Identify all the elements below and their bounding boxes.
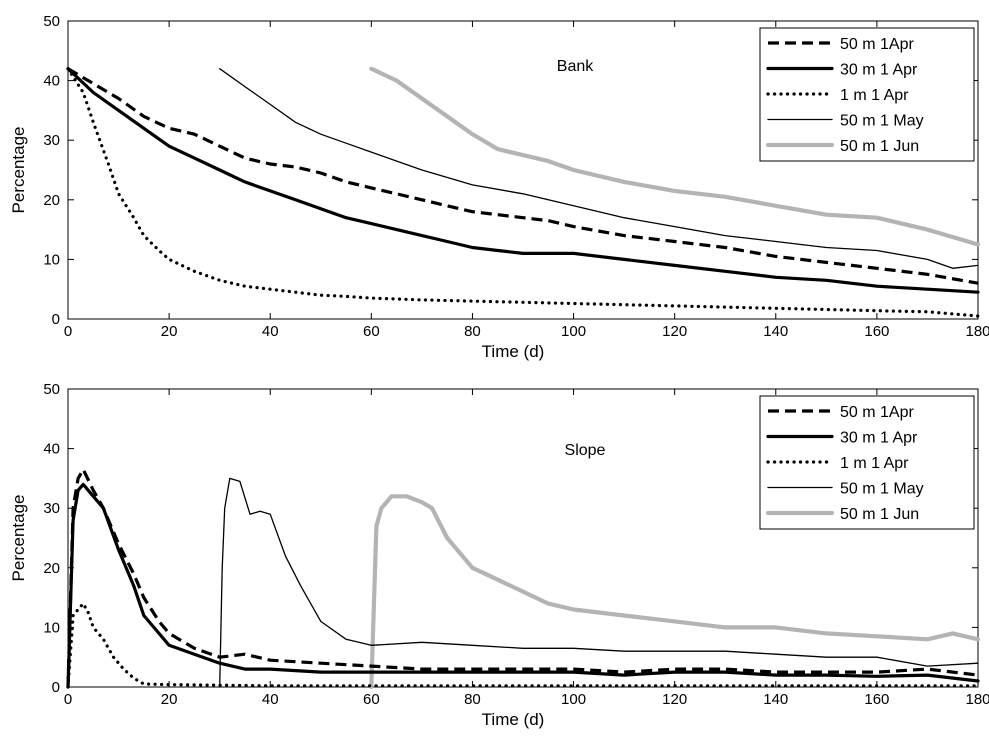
series-line-50-m-1-may	[219, 477, 979, 688]
y-tick-label: 30	[43, 500, 60, 517]
legend: 50 m 1Apr 30 m 1 Apr 1 m 1 Apr 50 m 1 May 50…	[759, 27, 975, 162]
y-tick-label: 0	[52, 679, 60, 696]
legend-label: 1 m 1 Apr	[840, 455, 909, 472]
x-tick-label: 60	[363, 323, 380, 340]
y-tick-label: 20	[43, 560, 60, 577]
x-tick-label: 140	[763, 691, 788, 708]
legend-label: 50 m 1 May	[840, 113, 924, 130]
legend-label: 1 m 1 Apr	[840, 87, 909, 104]
y-tick-label: 20	[43, 192, 60, 209]
y-tick-label: 40	[43, 73, 60, 90]
x-tick-label: 160	[864, 323, 889, 340]
legend-label: 50 m 1Apr	[840, 36, 914, 53]
y-tick-label: 30	[43, 132, 60, 149]
x-axis-label: Time (d)	[482, 710, 545, 729]
x-tick-label: 160	[864, 691, 889, 708]
legend-box	[759, 27, 975, 162]
x-tick-label: 20	[161, 323, 178, 340]
y-tick-label: 0	[52, 311, 60, 328]
y-axis-label: Percentage	[9, 127, 28, 214]
y-tick-label: 40	[43, 441, 60, 458]
y-tick-label: 10	[43, 619, 60, 636]
series-line-50-m-1-jun	[369, 66, 981, 247]
legend-label: 30 m 1 Apr	[840, 430, 918, 447]
x-tick-label: 180	[965, 691, 989, 708]
chart-panel-slope: 0 20 40 60 80 100 120 140 160 180 0 10 20 30 40 50 Time …	[9, 381, 989, 729]
series-line-1-m-1-apr	[66, 67, 980, 318]
panel-annotation: Bank	[557, 58, 594, 75]
x-tick-label: 80	[464, 323, 481, 340]
x-tick-label: 100	[561, 691, 586, 708]
x-tick-label: 40	[262, 691, 279, 708]
x-tick-label: 60	[363, 691, 380, 708]
y-tick-label: 10	[43, 251, 60, 268]
legend-label: 30 m 1 Apr	[840, 62, 918, 79]
x-tick-label: 180	[965, 323, 989, 340]
y-tick-label: 50	[43, 381, 60, 398]
x-tick-label: 140	[763, 323, 788, 340]
x-tick-label: 100	[561, 323, 586, 340]
series-line-50-m-1-jun	[369, 494, 981, 690]
y-axis-label: Percentage	[9, 495, 28, 582]
legend-label: 50 m 1 May	[840, 481, 924, 498]
y-tick-label: 50	[43, 13, 60, 30]
chart-panel-bank: 0 20 40 60 80 100 120 140 160 180 0 10 20 30 40 50 Time …	[9, 13, 989, 361]
panel-annotation: Slope	[565, 442, 606, 459]
x-axis-label: Time (d)	[482, 342, 545, 361]
series-line-50-m-1-may	[219, 68, 979, 269]
x-tick-label: 120	[662, 323, 687, 340]
series-line-30-m-1-apr	[66, 67, 980, 294]
legend-box	[759, 395, 975, 530]
series-line-30-m-1-apr	[66, 482, 980, 689]
x-tick-label: 40	[262, 323, 279, 340]
legend-label: 50 m 1 Jun	[840, 138, 919, 155]
x-tick-label: 120	[662, 691, 687, 708]
x-tick-label: 80	[464, 691, 481, 708]
legend-label: 50 m 1 Jun	[840, 506, 919, 523]
x-tick-label: 20	[161, 691, 178, 708]
series-line-50-m-1apr	[67, 67, 979, 285]
series-line-1-m-1-apr	[66, 601, 980, 689]
legend-label: 50 m 1Apr	[840, 404, 914, 421]
legend: 50 m 1Apr 30 m 1 Apr 1 m 1 Apr 50 m 1 May 50…	[759, 395, 975, 530]
x-tick-label: 0	[64, 691, 72, 708]
x-tick-label: 0	[64, 323, 72, 340]
